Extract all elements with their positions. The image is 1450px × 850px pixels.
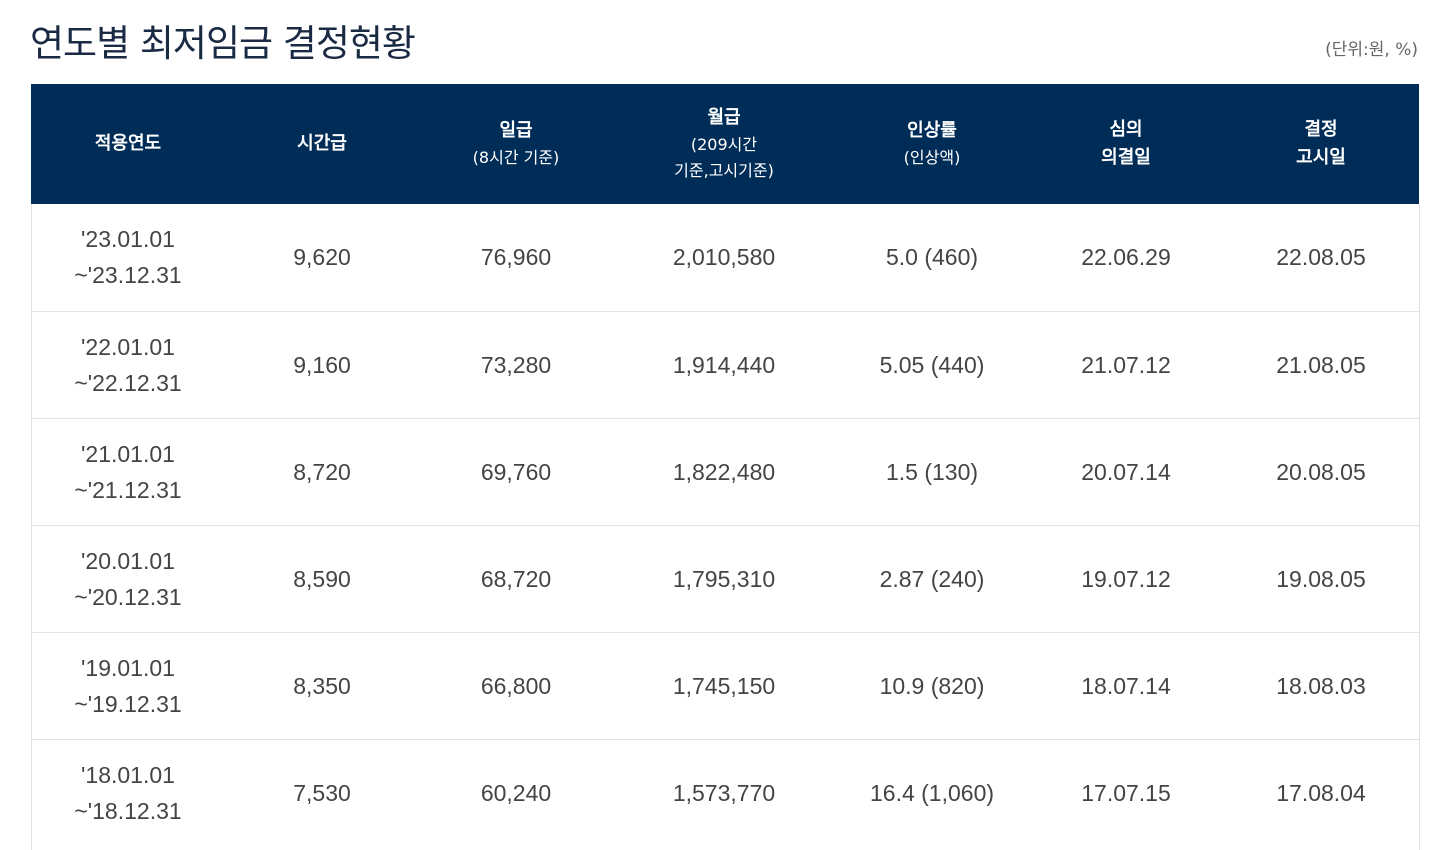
period-start: '22.01.01 xyxy=(81,333,175,360)
unit-note: (단위:원, %) xyxy=(1325,40,1418,60)
cell-resolution-date: 18.07.14 xyxy=(1081,672,1171,699)
period-start: '21.01.01 xyxy=(81,440,175,467)
period-end: ~'19.12.31 xyxy=(74,690,182,717)
cell-increase: 5.05 (440) xyxy=(879,351,985,378)
cell-notice-date: 18.08.03 xyxy=(1276,672,1366,699)
cell-monthly: 1,795,310 xyxy=(672,565,776,592)
cell-resolution-date: 22.06.29 xyxy=(1081,244,1171,271)
cell-notice-date: 19.08.05 xyxy=(1276,565,1366,592)
cell-period: '23.01.01 ~'23.12.31 xyxy=(31,204,225,311)
cell-increase: 2.87 (240) xyxy=(879,565,985,592)
header-notice-line-1: 결정 xyxy=(1304,119,1338,140)
cell-increase: 16.4 (1,060) xyxy=(869,779,995,806)
cell-notice-date: 20.08.05 xyxy=(1276,458,1366,485)
header-hourly: 시간급 xyxy=(225,84,419,204)
cell-hourly: 8,350 xyxy=(293,672,351,699)
cell-hourly: 7,530 xyxy=(293,779,351,806)
period-end: ~'20.12.31 xyxy=(74,583,182,610)
period-end: ~'18.12.31 xyxy=(74,797,182,824)
cell-daily: 73,280 xyxy=(480,351,552,378)
cell-notice-date: 21.08.05 xyxy=(1276,351,1366,378)
minimum-wage-table: 적용연도 시간급 일급 (8시간 기준) 월급 (209시간 기준,고시기준) … xyxy=(31,84,1419,846)
header-monthly-sub-2: 기준,고시기준) xyxy=(674,161,774,180)
header-resolution-line-1: 심의 xyxy=(1109,119,1143,140)
cell-notice-date: 22.08.05 xyxy=(1276,244,1366,271)
cell-monthly: 1,822,480 xyxy=(672,458,776,485)
cell-period: '22.01.01 ~'22.12.31 xyxy=(31,311,225,418)
cell-notice-date: 17.08.04 xyxy=(1276,779,1366,806)
page-title: 연도별 최저임금 결정현황 xyxy=(30,22,416,65)
table-row: '21.01.01 ~'21.12.31 8,720 69,760 1,822,… xyxy=(31,418,1419,525)
header-increase-sub: (인상액) xyxy=(903,148,961,167)
cell-daily: 69,760 xyxy=(480,458,552,485)
cell-monthly: 1,914,440 xyxy=(672,351,776,378)
header-period: 적용연도 xyxy=(31,84,225,204)
cell-daily: 60,240 xyxy=(480,779,552,806)
period-start: '18.01.01 xyxy=(81,761,175,788)
header-hourly-label: 시간급 xyxy=(297,133,347,154)
table-row: '20.01.01 ~'20.12.31 8,590 68,720 1,795,… xyxy=(31,525,1419,632)
header-monthly: 월급 (209시간 기준,고시기준) xyxy=(613,84,835,204)
cell-resolution-date: 20.07.14 xyxy=(1081,458,1171,485)
cell-hourly: 9,160 xyxy=(293,351,351,378)
table-row: '19.01.01 ~'19.12.31 8,350 66,800 1,745,… xyxy=(31,632,1419,739)
cell-monthly: 1,573,770 xyxy=(672,779,776,806)
header-period-label: 적용연도 xyxy=(94,133,162,154)
cell-daily: 66,800 xyxy=(480,672,552,699)
table-row: '18.01.01 ~'18.12.31 7,530 60,240 1,573,… xyxy=(31,739,1419,846)
header-monthly-sub-1: (209시간 xyxy=(690,135,758,154)
header-daily-sub: (8시간 기준) xyxy=(472,148,560,167)
cell-hourly: 9,620 xyxy=(293,244,351,271)
period-start: '19.01.01 xyxy=(81,654,175,681)
table-row: '22.01.01 ~'22.12.31 9,160 73,280 1,914,… xyxy=(31,311,1419,418)
table-header-row: 적용연도 시간급 일급 (8시간 기준) 월급 (209시간 기준,고시기준) … xyxy=(31,84,1419,204)
period-start: '23.01.01 xyxy=(81,226,175,253)
cell-monthly: 2,010,580 xyxy=(672,244,776,271)
header-daily-label: 일급 xyxy=(499,120,533,141)
period-end: ~'23.12.31 xyxy=(74,262,182,289)
cell-period: '18.01.01 ~'18.12.31 xyxy=(31,739,225,846)
cell-increase: 10.9 (820) xyxy=(879,672,985,699)
header-notice-date: 결정 고시일 xyxy=(1223,84,1419,204)
period-end: ~'22.12.31 xyxy=(74,369,182,396)
header-monthly-label: 월급 xyxy=(707,107,741,128)
header-increase: 인상률 (인상액) xyxy=(835,84,1029,204)
period-start: '20.01.01 xyxy=(81,547,175,574)
period-end: ~'21.12.31 xyxy=(74,476,182,503)
cell-hourly: 8,720 xyxy=(293,458,351,485)
cell-resolution-date: 21.07.12 xyxy=(1081,351,1171,378)
header-daily: 일급 (8시간 기준) xyxy=(419,84,613,204)
cell-period: '21.01.01 ~'21.12.31 xyxy=(31,418,225,525)
cell-resolution-date: 19.07.12 xyxy=(1081,565,1171,592)
cell-period: '20.01.01 ~'20.12.31 xyxy=(31,525,225,632)
cell-daily: 76,960 xyxy=(480,244,552,271)
cell-period: '19.01.01 ~'19.12.31 xyxy=(31,632,225,739)
cell-increase: 5.0 (460) xyxy=(885,244,979,271)
cell-increase: 1.5 (130) xyxy=(885,458,979,485)
header-notice-line-2: 고시일 xyxy=(1296,147,1346,168)
table-row: '23.01.01 ~'23.12.31 9,620 76,960 2,010,… xyxy=(31,204,1419,311)
header-resolution-line-2: 의결일 xyxy=(1101,147,1151,168)
cell-daily: 68,720 xyxy=(480,565,552,592)
header-increase-label: 인상률 xyxy=(907,120,957,141)
cell-hourly: 8,590 xyxy=(293,565,351,592)
header-resolution-date: 심의 의결일 xyxy=(1029,84,1223,204)
cell-monthly: 1,745,150 xyxy=(672,672,776,699)
cell-resolution-date: 17.07.15 xyxy=(1081,779,1171,806)
